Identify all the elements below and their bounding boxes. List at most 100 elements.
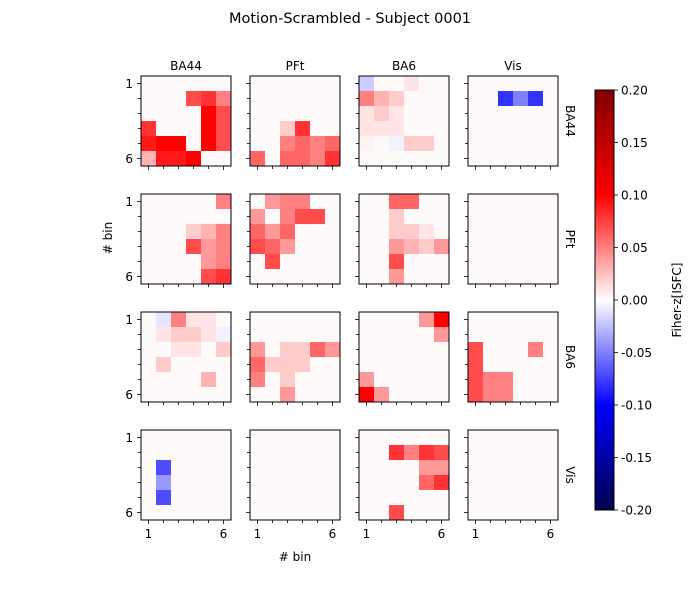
heatmap-cell <box>250 327 266 343</box>
heatmap-cell <box>250 387 266 403</box>
heatmap-cell <box>498 490 514 506</box>
x-tick-label: 6 <box>547 527 555 541</box>
heatmap-cell <box>498 372 514 388</box>
heatmap-cell <box>483 475 499 491</box>
heatmap-cell <box>404 121 420 137</box>
heatmap-cell <box>498 312 514 328</box>
heatmap-cell <box>250 490 266 506</box>
heatmap-cell <box>325 194 341 210</box>
heatmap-cell <box>325 136 341 152</box>
heatmap-cell <box>419 357 435 373</box>
heatmap-cell <box>310 151 326 167</box>
panel-frame <box>358 311 450 403</box>
heatmap-cell <box>543 490 559 506</box>
heatmap-cell <box>250 239 266 255</box>
heatmap-cell <box>543 372 559 388</box>
heatmap-cell <box>216 194 232 210</box>
heatmap-cell <box>359 387 375 403</box>
heatmap-cell <box>250 357 266 373</box>
heatmap-cell <box>310 387 326 403</box>
heatmap-cell <box>359 106 375 122</box>
heatmap-cell <box>280 342 296 358</box>
heatmap-cell <box>359 445 375 461</box>
heatmap-cell <box>141 151 157 167</box>
panel-frame <box>140 193 232 285</box>
heatmap-cell <box>404 475 420 491</box>
heatmap-cell <box>483 269 499 285</box>
panel-frame <box>358 193 450 285</box>
heatmap-cell <box>374 490 390 506</box>
heatmap-cell <box>280 505 296 521</box>
heatmap-cell <box>468 194 484 210</box>
heatmap-cell <box>280 327 296 343</box>
heatmap-cell <box>295 475 311 491</box>
heatmap-cell <box>404 106 420 122</box>
heatmap-cell <box>528 106 544 122</box>
heatmap-cell <box>404 151 420 167</box>
colorbar-tick-label: 0.05 <box>621 241 648 255</box>
heatmap-cell <box>141 430 157 446</box>
heatmap-cell <box>310 239 326 255</box>
heatmap-cell <box>156 372 172 388</box>
heatmap-cell <box>543 151 559 167</box>
heatmap-cell <box>265 357 281 373</box>
heatmap-cell <box>295 312 311 328</box>
figure-title: Motion-Scrambled - Subject 0001 <box>229 11 471 27</box>
heatmap-cell <box>250 430 266 446</box>
heatmap-cell <box>528 254 544 270</box>
heatmap-cell <box>359 269 375 285</box>
heatmap-cell <box>543 91 559 107</box>
heatmap-cell <box>483 342 499 358</box>
heatmap-cell <box>498 136 514 152</box>
heatmap-cell <box>216 224 232 240</box>
heatmap-cell <box>404 505 420 521</box>
heatmap-cell <box>483 460 499 476</box>
heatmap-cell <box>483 372 499 388</box>
heatmap-cell <box>141 239 157 255</box>
colorbar-tick-label: 0.20 <box>621 84 648 98</box>
heatmap-cell <box>543 327 559 343</box>
heatmap-cell <box>201 357 217 373</box>
heatmap-cell <box>295 91 311 107</box>
heatmap-cell <box>513 106 529 122</box>
heatmap-cell <box>171 357 187 373</box>
heatmap-panel-pft-vis: PFt <box>464 193 577 288</box>
heatmap-cell <box>265 269 281 285</box>
heatmap-cell <box>156 460 172 476</box>
heatmap-cell <box>310 209 326 225</box>
heatmap-cell <box>171 445 187 461</box>
heatmap-cell <box>156 312 172 328</box>
heatmap-cell <box>250 460 266 476</box>
heatmap-cell <box>201 445 217 461</box>
x-tick-label: 1 <box>472 527 480 541</box>
heatmap-cell <box>528 194 544 210</box>
heatmap-cell <box>434 327 450 343</box>
x-tick-label: 6 <box>329 527 337 541</box>
heatmap-cell <box>434 475 450 491</box>
heatmap-cell <box>528 490 544 506</box>
heatmap-cell <box>216 342 232 358</box>
heatmap-cell <box>325 430 341 446</box>
heatmap-cell <box>434 357 450 373</box>
heatmap-cell <box>250 91 266 107</box>
heatmap-cell <box>513 209 529 225</box>
heatmap-cell <box>265 136 281 152</box>
heatmap-cell <box>325 91 341 107</box>
heatmap-cell <box>359 312 375 328</box>
heatmap-cell <box>389 224 405 240</box>
heatmap-cell <box>156 254 172 270</box>
heatmap-cell <box>186 194 202 210</box>
heatmap-cell <box>310 327 326 343</box>
heatmap-cell <box>250 106 266 122</box>
heatmap-cell <box>216 445 232 461</box>
heatmap-cell <box>265 224 281 240</box>
heatmap-cell <box>434 445 450 461</box>
heatmap-cell <box>498 91 514 107</box>
heatmap-cell <box>310 342 326 358</box>
panel-frame <box>467 75 559 167</box>
heatmap-cell <box>528 269 544 285</box>
panel-frame <box>249 429 341 521</box>
heatmap-cell <box>389 505 405 521</box>
heatmap-cell <box>528 430 544 446</box>
heatmap-cell <box>498 106 514 122</box>
